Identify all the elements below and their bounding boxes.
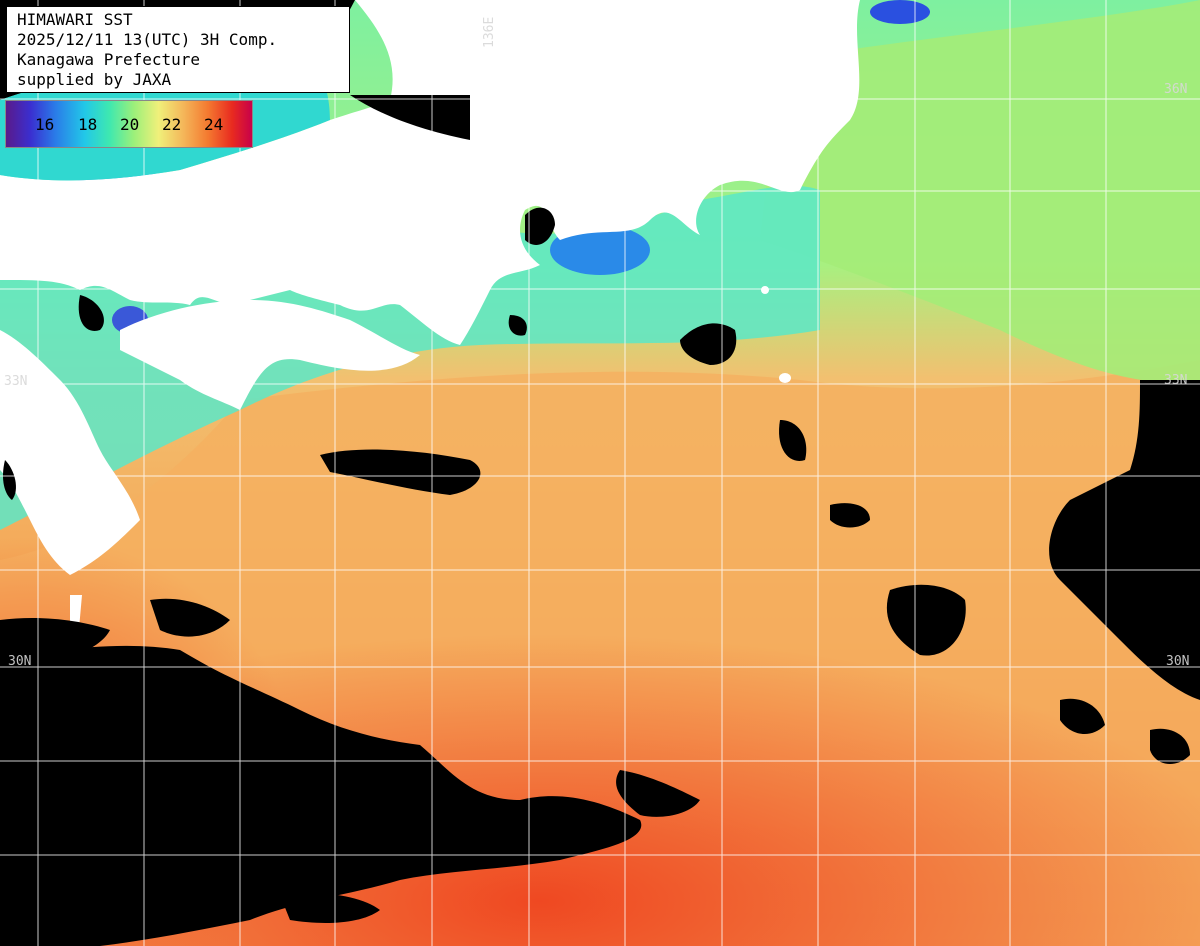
info-prefecture: Kanagawa Prefecture [17, 50, 201, 69]
lat-label-33n-right: 33N [1164, 373, 1188, 388]
info-datetime: 2025/12/11 13(UTC) 3H Comp. [17, 30, 278, 49]
legend-label-24: 24 [204, 115, 224, 134]
image-info-box: HIMAWARI SST 2025/12/11 13(UTC) 3H Comp.… [6, 6, 350, 93]
legend-label-16: 16 [35, 115, 55, 134]
info-supplier: supplied by JAXA [17, 70, 172, 89]
land-izu-islet [779, 373, 791, 383]
legend-label-18: 18 [78, 115, 98, 134]
info-title: HIMAWARI SST [17, 10, 133, 29]
lon-label-136e: 136E [482, 16, 497, 48]
land-shikoku [120, 300, 420, 410]
lat-label-30n-left: 30N [8, 654, 32, 669]
lat-label-33n-left: 33N [4, 374, 28, 389]
land-kyushu [0, 330, 140, 575]
land-izu-islet-2 [761, 286, 769, 294]
land-awaji-island [386, 241, 398, 269]
land-honshu [0, 0, 860, 345]
lat-label-36n-right: 36N [1164, 82, 1188, 97]
temperature-color-legend: 16 18 20 22 24 [5, 100, 253, 148]
cloud-mask-upper-left-band [350, 95, 470, 140]
legend-label-20: 20 [120, 115, 140, 134]
legend-label-22: 22 [162, 115, 182, 134]
lat-label-30n-right: 30N [1166, 654, 1190, 669]
